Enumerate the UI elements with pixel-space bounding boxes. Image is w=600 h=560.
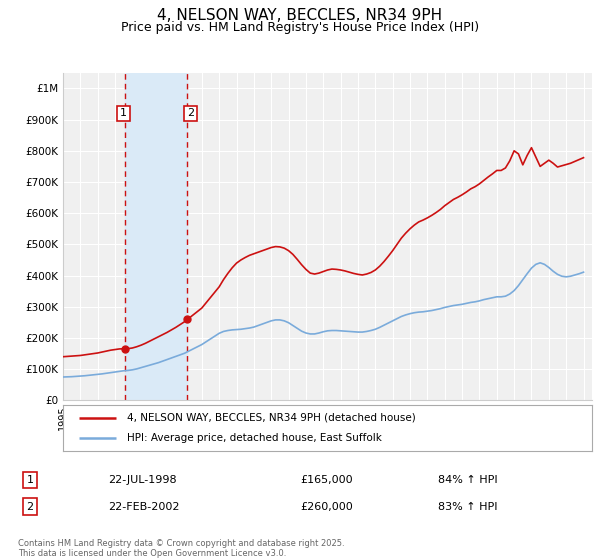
Text: £165,000: £165,000 xyxy=(300,475,353,485)
Text: Contains HM Land Registry data © Crown copyright and database right 2025.
This d: Contains HM Land Registry data © Crown c… xyxy=(18,539,344,558)
Text: 2: 2 xyxy=(187,109,194,118)
Text: £260,000: £260,000 xyxy=(300,502,353,512)
Text: 4, NELSON WAY, BECCLES, NR34 9PH: 4, NELSON WAY, BECCLES, NR34 9PH xyxy=(157,8,443,24)
Text: HPI: Average price, detached house, East Suffolk: HPI: Average price, detached house, East… xyxy=(127,433,382,443)
Text: 83% ↑ HPI: 83% ↑ HPI xyxy=(438,502,497,512)
Text: 1: 1 xyxy=(120,109,127,118)
Text: 4, NELSON WAY, BECCLES, NR34 9PH (detached house): 4, NELSON WAY, BECCLES, NR34 9PH (detach… xyxy=(127,413,415,423)
Text: 22-JUL-1998: 22-JUL-1998 xyxy=(108,475,176,485)
Text: 2: 2 xyxy=(26,502,34,512)
Text: 22-FEB-2002: 22-FEB-2002 xyxy=(108,502,179,512)
Text: Price paid vs. HM Land Registry's House Price Index (HPI): Price paid vs. HM Land Registry's House … xyxy=(121,21,479,34)
Text: 1: 1 xyxy=(26,475,34,485)
Bar xyxy=(125,73,187,400)
Text: 84% ↑ HPI: 84% ↑ HPI xyxy=(438,475,497,485)
